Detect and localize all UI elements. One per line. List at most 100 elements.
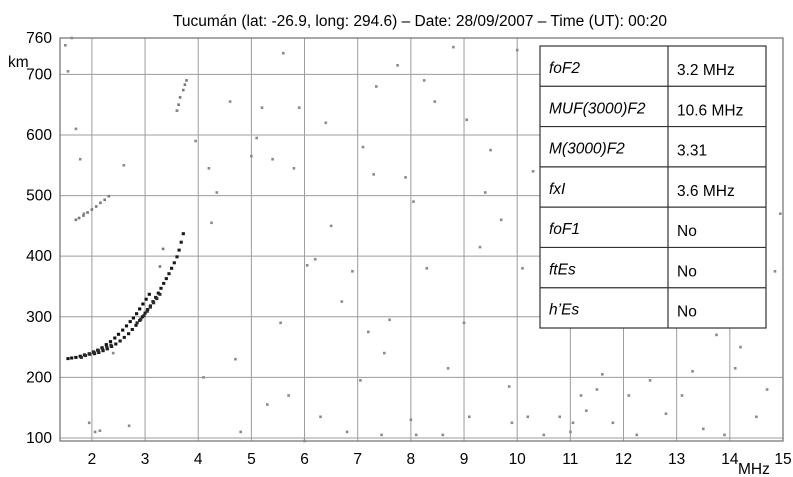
noise-point [210,221,213,225]
noise-point [542,433,546,437]
noise-point [404,176,407,179]
x-tick-label: 6 [300,451,309,468]
echo-point [113,336,117,340]
echo-point [142,314,146,318]
echo-point [118,339,122,343]
echo-point [97,351,101,354]
table-param-value: 10.6 MHz [677,102,743,119]
noise-point [367,330,370,334]
noise-point [765,388,769,391]
noise-point [202,376,205,379]
echo-point [158,292,162,296]
parameter-table: foF2 3.2 MHz MUF(3000)F2 10.6 MHz M(3000)F2 3… [539,45,767,329]
noise-point [601,373,604,376]
table-param-value: No [677,304,697,321]
noise-point [175,109,179,112]
echo-point [177,248,181,252]
table-param-value: No [677,263,697,280]
noise-point [715,333,718,337]
echo-point [164,277,168,281]
noise-point [194,139,197,143]
x-axis-label: MHz [738,461,770,477]
noise-point [94,205,98,208]
noise-point [648,379,652,382]
noise-point [77,216,81,220]
echo-point [162,281,166,285]
noise-point [297,106,301,109]
noise-point [234,357,237,361]
noise-point [66,70,70,73]
x-tick-label: 5 [247,451,256,468]
noise-point [691,370,694,373]
noise-point [478,245,482,249]
echo-point [181,232,185,236]
echo-point [148,305,152,309]
x-tick-label: 7 [353,451,362,468]
noise-point [526,415,530,419]
noise-point [499,218,503,222]
noise-point [305,264,309,267]
noise-point [396,64,399,67]
noise-point [93,430,97,434]
noise-point [412,200,415,203]
echo-point [114,342,118,346]
table-param-value: No [677,223,697,240]
noise-point [107,194,111,198]
noise-point [702,427,705,431]
noise-point [90,208,94,211]
noise-point [446,367,450,370]
echo-point [88,352,92,356]
echo-point [124,324,129,328]
noise-point [82,214,85,217]
axis-tick-labels: 2 3 4 5 6 7 8 9 10 11 12 13 14 15 100 200 300 400 500 600 70… [26,30,792,468]
echo-point [152,301,156,305]
noise-point [359,379,362,382]
echo-point [122,335,126,339]
noise-point [723,433,726,437]
table-param-label: ftEs [549,261,576,278]
noise-point [345,430,349,434]
noise-point [99,201,102,205]
echo-point [79,355,83,359]
echo-point [96,349,100,353]
echo-point [66,357,70,361]
noise-point [433,100,437,103]
x-tick-label: 15 [774,451,791,468]
noise-point [484,191,487,194]
noise-point [507,385,511,388]
echo-point [105,347,109,351]
noise-point [279,321,282,325]
echo-point [135,312,139,316]
noise-point [441,433,445,437]
echo-point [105,345,109,349]
noise-point [82,212,86,215]
noise-point [664,412,668,415]
x-tick-label: 2 [88,451,97,468]
grid-lines [60,38,783,441]
noise-point [521,267,524,270]
noise-point [260,106,264,109]
table-param-label: foF2 [549,60,580,77]
echo-point [155,297,159,301]
x-tick-label: 11 [562,451,578,468]
echo-point [100,347,105,351]
echo-point [143,311,147,315]
noise-point [78,157,82,161]
noise-point [733,367,737,370]
noise-point [127,424,131,428]
noise-point [177,103,180,106]
noise-point [779,212,782,215]
noise-point [375,85,378,88]
noise-point [579,394,583,397]
table-param-label: h’Es [549,302,579,319]
echo-point [172,261,176,265]
x-tick-label: 12 [615,451,632,468]
noise-point [627,394,631,397]
noise-point [571,421,575,425]
noise-point [489,148,492,152]
noise-point [324,121,328,125]
noise-point [465,118,468,122]
noise-point [271,157,274,161]
y-tick-label: 500 [26,188,52,205]
table-param-label: foF1 [549,221,580,238]
